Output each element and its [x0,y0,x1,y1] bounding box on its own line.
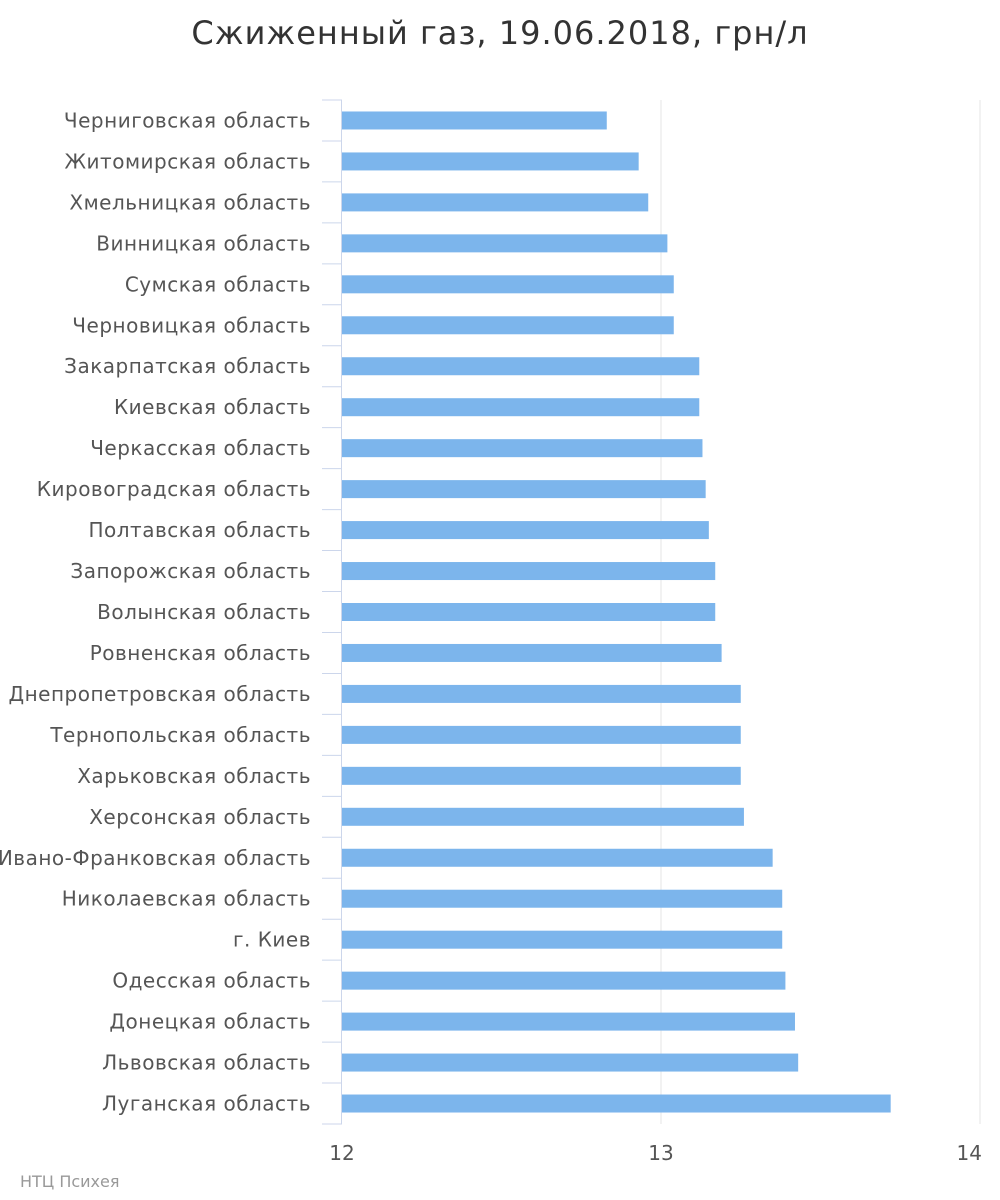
category-label: Черниговская область [64,108,311,132]
bar[interactable] [342,111,607,130]
category-label: Кировоградская область [37,477,311,501]
category-labels: Черниговская область Житомирская область Х… [0,108,311,1115]
x-tick-label: 12 [329,1141,354,1165]
category-label: Тернопольская область [49,723,311,747]
bar[interactable] [342,480,706,499]
bar[interactable] [342,275,674,294]
category-label: Полтавская область [88,518,311,542]
chart-title: Сжиженный газ, 19.06.2018, грн/л [191,14,809,52]
bar[interactable] [342,439,703,458]
category-label: Ровненская область [90,641,311,665]
category-label: Николаевская область [62,887,311,911]
bar[interactable] [342,357,700,376]
category-label: Житомирская область [65,149,311,173]
category-label: Харьковская область [77,764,311,788]
bar[interactable] [342,725,741,744]
bar[interactable] [342,807,744,826]
category-label: Одесская область [112,969,311,993]
bar[interactable] [342,766,741,785]
chart-credit: НТЦ Психея [20,1172,120,1191]
category-label: Черкасская область [90,436,311,460]
bar[interactable] [342,643,722,662]
category-label: Закарпатская область [64,354,311,378]
category-label: Винницкая область [96,231,311,255]
bar[interactable] [342,152,639,171]
bars-layer [342,111,891,1113]
x-tick-label: 14 [957,1141,982,1165]
category-label: Днепропетровская область [8,682,311,706]
bar[interactable] [342,1094,891,1113]
bar[interactable] [342,521,709,540]
category-label: г. Киев [233,928,311,952]
bar[interactable] [342,234,668,253]
bar[interactable] [342,562,716,581]
category-label: Донецкая область [109,1010,311,1034]
category-label: Луганская область [102,1092,311,1116]
bar[interactable] [342,1053,799,1072]
category-label: Волынская область [97,600,311,624]
bar[interactable] [342,889,783,908]
bar[interactable] [342,193,649,212]
bar[interactable] [342,684,741,703]
category-label: Запорожская область [70,559,311,583]
bar[interactable] [342,316,674,335]
category-label: Львовская область [102,1051,311,1075]
category-axis [322,99,342,1125]
bar[interactable] [342,930,783,949]
bar[interactable] [342,971,786,990]
bar[interactable] [342,603,716,621]
bar[interactable] [342,1012,795,1031]
category-label: Ивано-Франковская область [0,846,311,870]
bar[interactable] [342,848,773,867]
x-tick-label: 13 [648,1141,673,1165]
category-label: Киевская область [114,395,311,419]
category-label: Хмельницкая область [69,190,311,214]
value-axis-labels: 12 13 14 [329,1141,982,1165]
category-label: Сумская область [125,272,311,296]
bar[interactable] [342,398,700,417]
category-label: Херсонская область [89,805,311,829]
category-label: Черновицкая область [72,313,311,337]
